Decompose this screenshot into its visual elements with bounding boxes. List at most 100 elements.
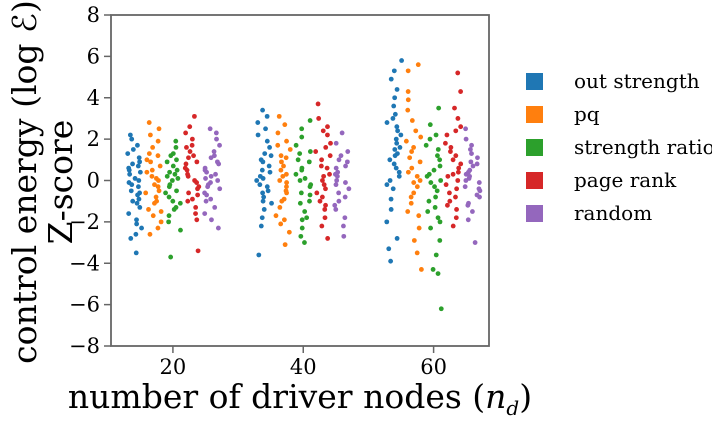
data-point-out-strength-40-7 [257, 182, 263, 188]
data-point-page-rank-60-16 [455, 70, 461, 76]
data-point-strength-ratio-60-22 [425, 209, 431, 214]
data-point-strength-ratio-20-14 [173, 145, 179, 150]
data-point-pq-20-13 [146, 151, 152, 157]
data-point-out-strength-20-0 [133, 250, 139, 256]
data-point-random-20-15 [213, 130, 219, 136]
data-point-random-40-9 [336, 157, 342, 163]
data-point-page-rank-40-19 [319, 194, 325, 200]
data-point-out-strength-20-21 [130, 147, 136, 152]
data-point-out-strength-40-23 [260, 190, 265, 196]
data-point-pq-40-14 [282, 122, 288, 128]
data-point-page-rank-40-23 [323, 145, 329, 150]
data-point-out-strength-60-17 [392, 95, 398, 101]
data-point-pq-20-27 [158, 209, 164, 214]
data-point-strength-ratio-40-24 [304, 215, 310, 221]
data-point-pq-20-23 [148, 159, 153, 165]
data-point-random-60-8 [468, 159, 474, 165]
data-point-random-20-16 [207, 126, 213, 132]
data-point-out-strength-40-12 [262, 151, 268, 157]
data-point-random-20-20 [202, 190, 208, 196]
data-point-random-20-21 [214, 159, 220, 165]
data-point-pq-40-7 [284, 180, 290, 185]
data-point-page-rank-60-5 [443, 182, 449, 188]
data-point-pq-60-21 [409, 165, 415, 171]
data-point-random-40-19 [334, 178, 340, 183]
data-point-pq-40-19 [284, 190, 289, 196]
data-point-pq-40-1 [286, 229, 292, 235]
data-point-out-strength-40-18 [264, 113, 270, 119]
data-point-out-strength-20-22 [135, 142, 140, 148]
data-point-out-strength-20-24 [127, 132, 133, 138]
data-point-strength-ratio-40-22 [297, 178, 303, 183]
data-point-pq-20-22 [143, 190, 149, 196]
axes-layer: −8 −6 −4 −2 0 2 4 6 8 20 40 60 [69, 3, 447, 379]
data-point-random-60-24 [477, 188, 483, 194]
data-point-page-rank-60-6 [445, 173, 451, 179]
data-point-strength-ratio-20-12 [174, 157, 179, 163]
data-point-strength-ratio-40-23 [307, 149, 313, 154]
data-point-strength-ratio-60-3 [433, 252, 439, 258]
data-point-page-rank-20-23 [190, 196, 195, 202]
data-point-pq-60-2 [411, 238, 417, 243]
data-point-page-rank-40-17 [327, 171, 332, 177]
data-point-strength-ratio-40-0 [302, 240, 307, 245]
data-point-out-strength-40-3 [261, 207, 267, 212]
data-point-out-strength-40-20 [264, 184, 270, 190]
data-point-random-40-8 [333, 165, 339, 171]
data-point-pq-60-23 [411, 145, 416, 150]
data-point-out-strength-60-1 [386, 246, 392, 252]
data-point-page-rank-20-20 [182, 165, 188, 171]
data-point-random-60-0 [472, 240, 478, 245]
data-point-out-strength-40-17 [255, 120, 261, 125]
data-point-strength-ratio-40-18 [299, 165, 305, 171]
data-point-page-rank-60-9 [448, 149, 453, 154]
data-point-out-strength-20-26 [137, 169, 143, 175]
data-point-random-40-16 [342, 194, 348, 200]
data-point-pq-60-20 [414, 173, 420, 179]
data-point-random-40-17 [338, 153, 344, 159]
data-point-page-rank-60-17 [454, 186, 460, 192]
data-point-page-rank-40-14 [316, 116, 322, 121]
data-point-out-strength-60-31 [395, 151, 400, 157]
data-point-page-rank-20-2 [193, 211, 198, 217]
data-point-strength-ratio-20-19 [163, 190, 168, 196]
legend-label-pq: pq [574, 102, 600, 126]
data-point-random-20-14 [214, 136, 219, 142]
data-point-strength-ratio-40-16 [308, 182, 314, 188]
data-point-strength-ratio-20-7 [174, 188, 179, 194]
data-point-out-strength-20-15 [127, 171, 133, 177]
data-point-page-rank-60-2 [454, 207, 459, 212]
data-point-page-rank-40-5 [314, 190, 320, 196]
y-tick-label-2: 2 [87, 127, 100, 151]
data-point-pq-40-23 [278, 153, 284, 159]
data-point-page-rank-20-13 [189, 142, 195, 148]
data-point-pq-40-20 [279, 159, 284, 165]
data-point-random-60-1 [465, 217, 471, 223]
data-point-out-strength-20-14 [132, 176, 138, 181]
data-point-strength-ratio-20-20 [164, 159, 170, 165]
data-point-random-60-17 [475, 155, 480, 161]
data-point-page-rank-20-4 [185, 198, 191, 204]
data-point-page-rank-60-10 [443, 140, 448, 146]
data-point-random-60-23 [468, 147, 473, 152]
data-point-out-strength-60-29 [390, 116, 396, 121]
legend-label-out-strength: out strength [574, 69, 700, 93]
data-point-strength-ratio-20-24 [173, 204, 179, 210]
data-point-strength-ratio-60-0 [438, 306, 444, 312]
data-point-out-strength-40-21 [257, 173, 263, 179]
data-point-out-strength-60-15 [392, 111, 398, 117]
data-point-page-rank-60-23 [455, 178, 461, 183]
data-point-pq-20-25 [156, 178, 161, 183]
data-point-strength-ratio-20-1 [178, 227, 183, 233]
data-point-random-40-6 [333, 182, 339, 188]
data-point-pq-60-10 [409, 149, 415, 154]
data-point-pq-60-22 [407, 155, 413, 161]
data-point-out-strength-20-23 [129, 136, 135, 142]
legend-label-page-rank: page rank [574, 168, 677, 192]
data-point-page-rank-60-24 [448, 145, 454, 150]
data-point-strength-ratio-20-22 [169, 178, 175, 183]
data-point-pq-60-7 [411, 180, 417, 185]
data-point-strength-ratio-40-12 [293, 142, 299, 148]
y-tick-label--2: −2 [69, 210, 100, 234]
data-point-page-rank-20-16 [187, 124, 193, 130]
